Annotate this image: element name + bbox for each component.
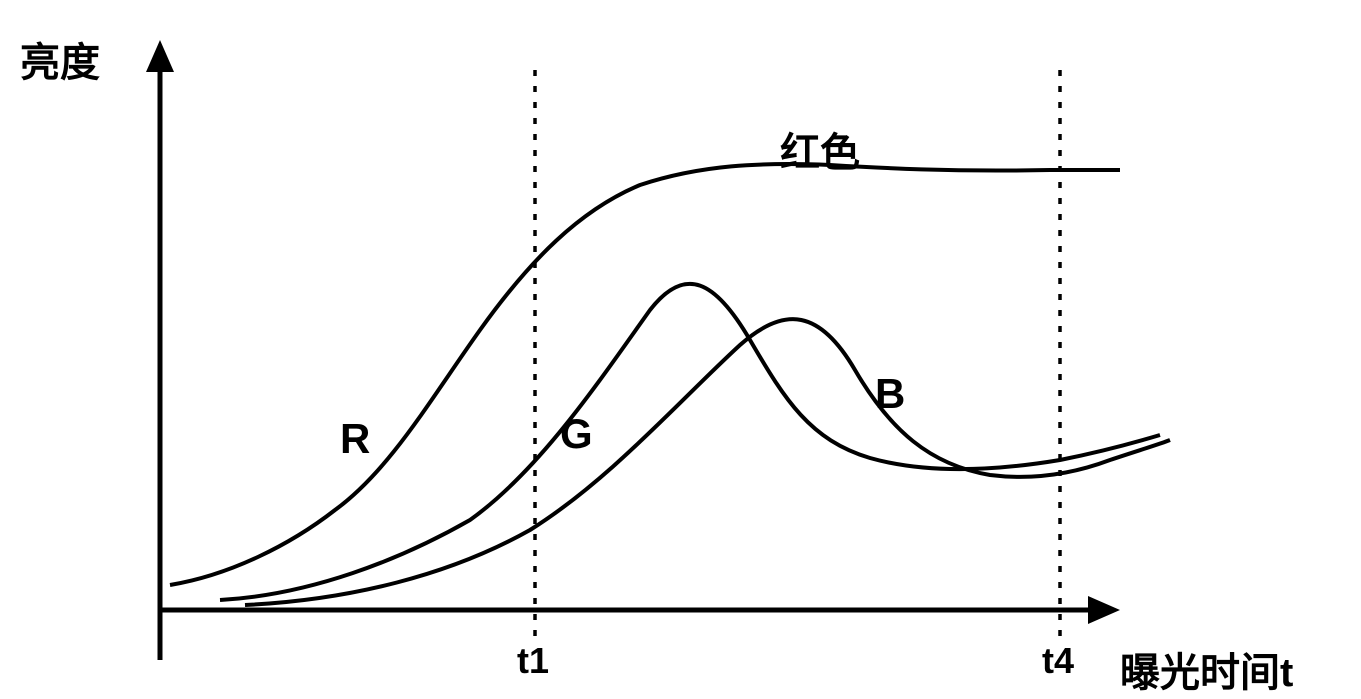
x-axis-arrow: [1088, 596, 1120, 624]
chart-svg: [0, 0, 1361, 699]
curve-label-b: B: [875, 370, 905, 418]
y-axis-arrow: [146, 40, 174, 72]
curve-label-g: G: [560, 410, 593, 458]
y-axis-label: 亮度: [20, 30, 100, 88]
x-axis-label: 曝光时间t: [1120, 640, 1293, 698]
curve-label-r: R: [340, 415, 370, 463]
chart-title-label: 红色: [780, 120, 860, 178]
guideline-label-t1: t1: [517, 640, 549, 682]
chart-container: 亮度 曝光时间t 红色 t1 t4 R G B: [0, 0, 1361, 699]
guideline-label-t4: t4: [1042, 640, 1074, 682]
curve-r: [170, 164, 1120, 585]
